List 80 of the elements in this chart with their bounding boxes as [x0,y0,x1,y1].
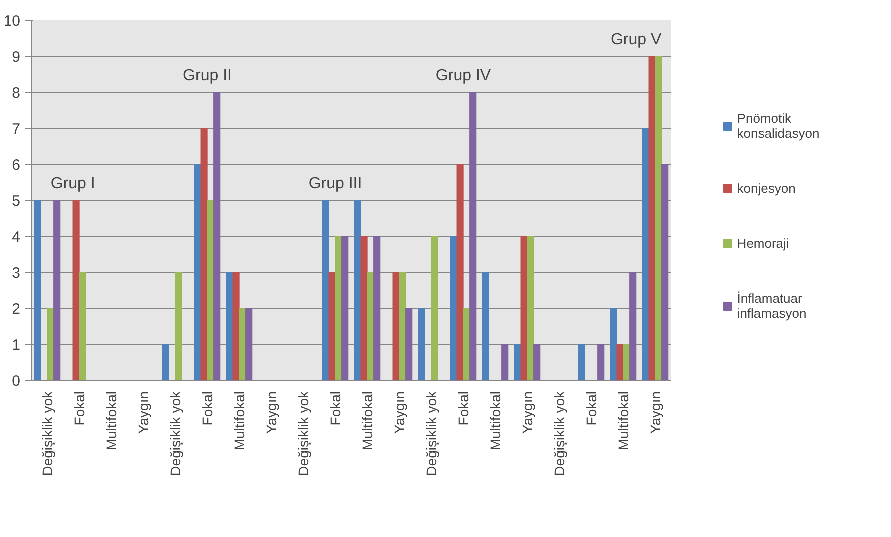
legend-label: İnflamatuar inflamasyon [737,290,807,320]
x-tick-label: Yaygın [136,392,152,434]
bar [418,308,426,380]
y-tick-label: 10 [4,13,21,30]
y-tick-label: 9 [12,49,20,66]
bar [630,272,637,380]
bar [175,272,182,380]
bar [399,272,406,380]
x-tick-label: Değişiklik yok [296,390,312,476]
y-tick-label: 1 [12,337,20,354]
x-tick-label: Multifokal [488,391,504,451]
bar [322,200,330,380]
y-tick-label: 3 [12,265,20,282]
bar [470,92,477,380]
bar [79,272,86,380]
x-tick-label: Multifokal [616,391,632,451]
y-tick-label: 6 [12,157,20,174]
bar [47,308,54,380]
annotation: Grup II [183,68,232,84]
x-tick-label: Fokal [328,392,344,426]
bar [367,272,374,380]
bar [342,236,349,380]
y-tick-label: 0 [12,373,20,390]
x-tick-label: Fokal [584,392,600,426]
bar [482,272,490,380]
legend-label: konjesyon [737,180,796,196]
bar [239,308,246,380]
bar [534,344,541,380]
bar [374,236,381,380]
bar [34,200,42,380]
x-tick-label: Fokal [456,392,472,426]
annotation: Grup III [308,176,362,192]
bar [162,344,170,380]
bar [655,56,662,380]
bar [226,272,234,380]
x-tick-label: Yaygın [392,392,408,434]
bar [463,308,470,380]
bar [246,308,253,380]
bar [450,236,458,380]
x-tick-label: Multifokal [104,391,120,451]
x-tick-label: Multifokal [360,391,376,451]
x-tick-label: Değişiklik yok [552,390,568,476]
bar [214,92,221,380]
bar [194,164,202,380]
x-tick-label: Multifokal [232,391,248,451]
bar [431,236,438,380]
bar [578,344,586,380]
x-tick-label: Değişiklik yok [424,390,440,476]
legend-label: Hemoraji [737,236,790,250]
bar [662,164,669,380]
bar [72,200,80,380]
x-tick-label: Fokal [200,392,216,426]
y-tick-label: 4 [12,229,20,246]
y-tick-label: 8 [12,85,20,102]
bar [335,236,342,380]
annotation: Grup V [610,32,662,48]
bar [354,200,362,380]
annotation: Grup IV [436,68,492,84]
annotation: Grup I [50,176,96,192]
x-tick-label: Yaygın [648,392,664,434]
bar [642,128,650,380]
bar [406,308,413,380]
bar [527,236,534,380]
y-tick-label: 5 [12,193,20,210]
y-tick-label: 2 [12,301,20,318]
x-tick-label: Değişiklik yok [40,390,56,476]
legend-label: Pnömotik konsalidasyon [737,110,820,140]
y-tick-label: 7 [12,121,20,138]
x-tick-label: Yaygın [264,392,280,434]
bar [502,344,509,380]
bar [598,344,605,380]
bar [207,200,214,380]
bar [514,344,522,380]
bar [623,344,630,380]
x-tick-label: Değişiklik yok [168,390,184,476]
x-tick-label: Fokal [72,392,88,426]
bar [54,200,61,380]
bar [610,308,618,380]
x-tick-label: Yaygın [520,392,536,434]
bar [456,164,464,380]
